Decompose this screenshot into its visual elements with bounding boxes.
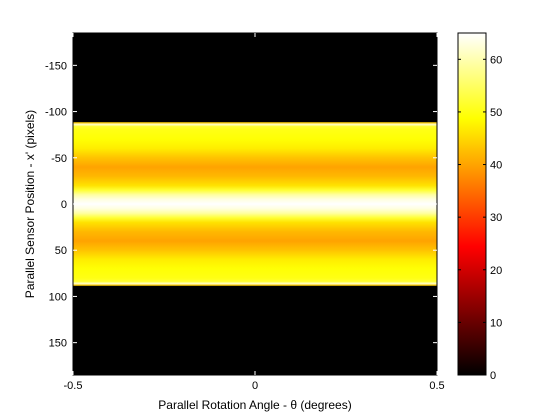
- y-axis-ticks: -150 -100 -50 0 50 100 150: [45, 60, 437, 350]
- colorbar-tick-label: 50: [490, 107, 502, 119]
- y-tick-label: 0: [61, 199, 67, 211]
- colorbar-tick-label: 10: [490, 317, 502, 329]
- x-tick-label: -0.5: [64, 380, 83, 392]
- colorbar-tick-label: 30: [490, 212, 502, 224]
- plot-area: -0.5 0 0.5 -150 -100 -50 0 50 100 150: [45, 32, 445, 392]
- x-axis-ticks: -0.5 0 0.5: [64, 33, 445, 392]
- x-axis-label: Parallel Rotation Angle - θ (degrees): [158, 398, 351, 412]
- x-tick-label: 0.5: [429, 380, 444, 392]
- y-tick-label: -100: [45, 107, 67, 119]
- colorbar-image: [458, 33, 486, 375]
- colorbar-tick-label: 60: [490, 54, 502, 66]
- y-axis-label: Parallel Sensor Position - x' (pixels): [23, 110, 37, 298]
- y-tick-label: -50: [51, 153, 67, 165]
- y-tick-label: 50: [55, 245, 67, 257]
- colorbar-frame: [457, 32, 487, 376]
- colorbar-tick-label: 0: [490, 370, 496, 382]
- colorbar: 0 10 20 30 40 50 60: [457, 32, 502, 382]
- y-tick-label: 150: [49, 338, 67, 350]
- colorbar-ticks: 0 10 20 30 40 50 60: [458, 54, 502, 382]
- colorbar-tick-label: 20: [490, 265, 502, 277]
- y-tick-label: -150: [45, 60, 67, 72]
- x-tick-label: 0: [252, 380, 258, 392]
- heatmap-image: [73, 33, 437, 375]
- colorbar-tick-label: 40: [490, 160, 502, 172]
- y-tick-label: 100: [49, 291, 67, 303]
